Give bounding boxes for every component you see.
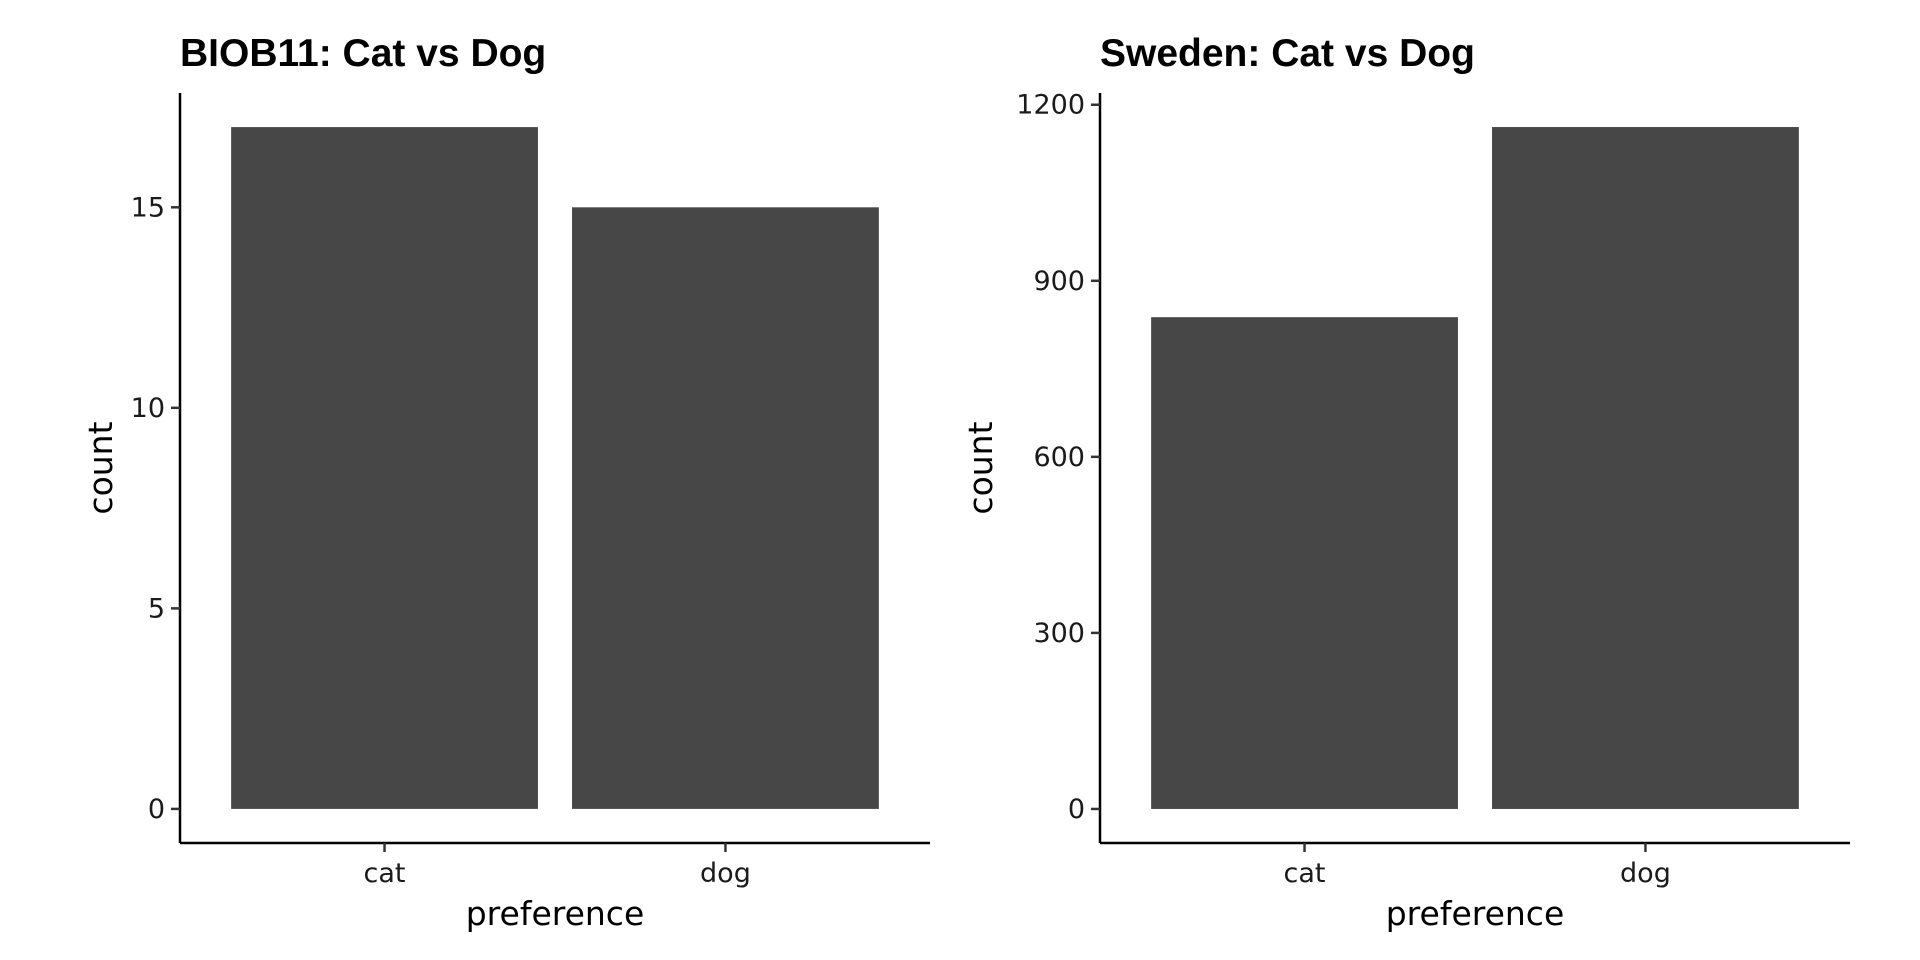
y-tick-label: 900: [1033, 266, 1085, 297]
y-axis-title: count: [961, 421, 1000, 514]
x-axis-title: preference: [1386, 894, 1565, 933]
chart-panel-sweden: Sweden: Cat vs Dog 0 300 600 900 1200 cat dog pr…: [961, 32, 1850, 933]
y-tick-label: 1200: [1016, 90, 1085, 121]
bar-dog: [1492, 127, 1799, 809]
x-tick-label-dog: dog: [700, 858, 751, 889]
y-tick-label: 5: [148, 593, 165, 624]
x-tick-label-cat: cat: [1284, 858, 1326, 889]
x-tick-label-dog: dog: [1620, 858, 1671, 889]
chart-title: BIOB11: Cat vs Dog: [180, 32, 546, 75]
bar-dog: [572, 207, 879, 809]
y-axis-title: count: [81, 421, 120, 514]
y-tick-label: 600: [1033, 442, 1085, 473]
y-tick-label: 10: [131, 393, 165, 424]
y-tick-label: 15: [131, 192, 165, 223]
y-tick-label: 0: [1068, 794, 1085, 825]
chart-title: Sweden: Cat vs Dog: [1100, 32, 1475, 75]
chart-panel-biob11: BIOB11: Cat vs Dog 0 5 10 15 cat dog preference…: [81, 32, 930, 933]
bar-cat: [231, 127, 538, 809]
bar-cat: [1151, 317, 1458, 809]
x-axis-title: preference: [466, 894, 645, 933]
y-tick-label: 0: [148, 794, 165, 825]
y-tick-label: 300: [1033, 618, 1085, 649]
x-tick-label-cat: cat: [364, 858, 406, 889]
